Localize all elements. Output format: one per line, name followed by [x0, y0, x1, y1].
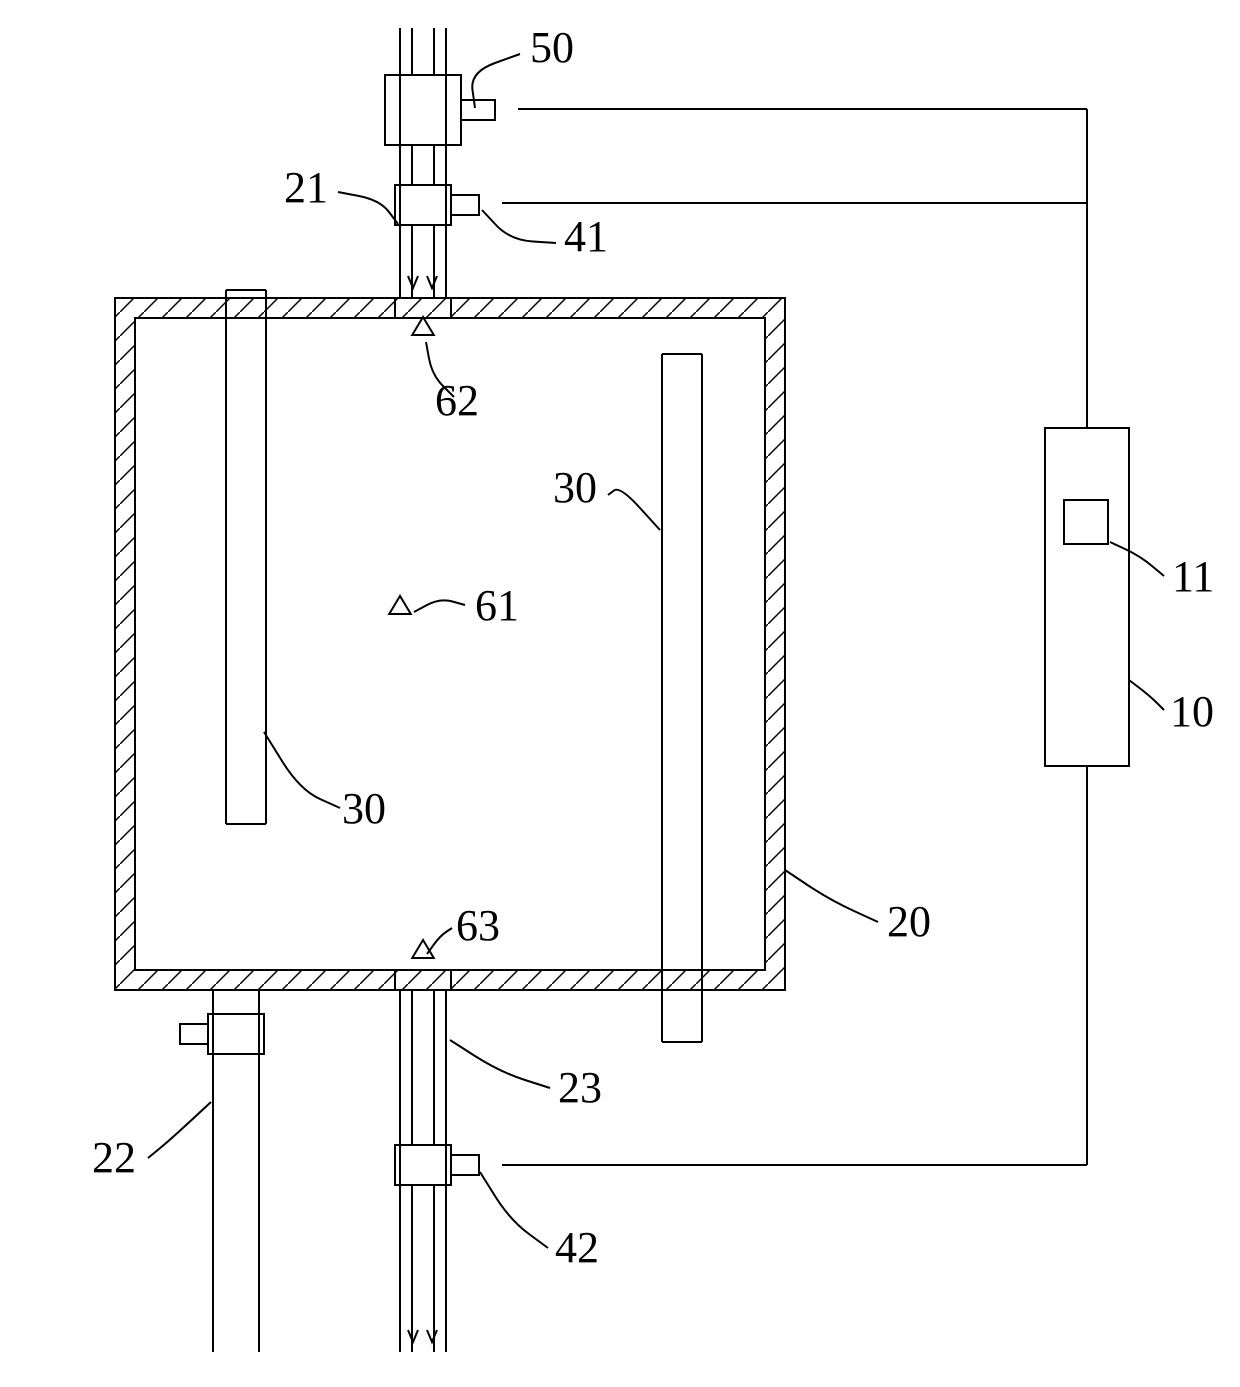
label-62: 62	[435, 376, 479, 425]
label-41: 41	[564, 212, 608, 261]
label-50: 50	[530, 23, 574, 72]
label-11: 11	[1172, 552, 1214, 601]
label-10: 10	[1170, 687, 1214, 736]
schematic-diagram: 10 11 20 21 22 23 41 42 50 61 62 63 30 30	[0, 0, 1240, 1387]
label-21: 21	[284, 163, 328, 212]
label-61: 61	[475, 581, 519, 630]
label-42: 42	[555, 1223, 599, 1272]
label-30: 30	[342, 784, 386, 833]
label-20: 20	[887, 897, 931, 946]
label-22: 22	[92, 1133, 136, 1182]
label-23: 23	[558, 1063, 602, 1112]
label-30: 30	[553, 463, 597, 512]
label-63: 63	[456, 901, 500, 950]
